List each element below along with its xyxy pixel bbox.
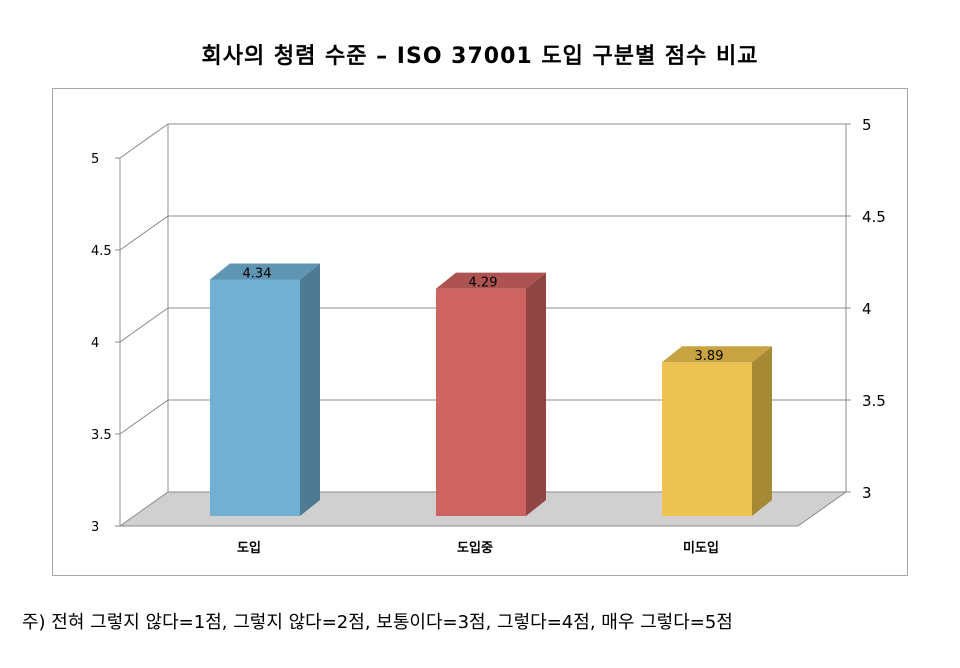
chart-frame xyxy=(52,88,908,576)
gridline xyxy=(119,215,846,251)
y-tick-label: 5 xyxy=(91,152,99,167)
data-label: 4.29 xyxy=(469,276,498,291)
category-label: 미도입 xyxy=(683,540,719,556)
right-tick-label: 4 xyxy=(862,300,872,318)
chart-title: 회사의 청렴 수준 – ISO 37001 도입 구분별 점수 비교 xyxy=(201,44,759,69)
bar-front xyxy=(210,279,300,516)
y-tick-label: 3.5 xyxy=(91,428,112,443)
right-tick-label: 5 xyxy=(862,116,872,134)
category-label: 도입 xyxy=(237,541,261,556)
data-label: 4.34 xyxy=(243,266,272,281)
y-tick-label: 4 xyxy=(91,336,99,351)
data-label: 3.89 xyxy=(695,349,724,364)
bar-top xyxy=(662,346,772,363)
category-label: 도입중 xyxy=(457,541,493,556)
gridline xyxy=(119,307,846,343)
bar-top xyxy=(210,263,320,280)
y-tick-label: 3 xyxy=(91,520,99,535)
scale-note: 주) 전혀 그렇지 않다=1점, 그렇지 않다=2점, 보통이다=3점, 그렇다… xyxy=(22,612,733,633)
bar-side xyxy=(526,272,546,516)
y-tick-label: 4.5 xyxy=(91,244,112,259)
right-tick-label: 3 xyxy=(862,484,872,502)
bar-side xyxy=(752,346,772,516)
right-tick-label: 3.5 xyxy=(862,392,886,410)
gridline xyxy=(119,123,846,159)
bar-top xyxy=(436,272,546,289)
gridline xyxy=(119,399,846,435)
bar-front xyxy=(662,362,752,516)
bar-front xyxy=(436,288,526,516)
bar-side xyxy=(300,263,320,516)
right-tick-label: 4.5 xyxy=(862,208,886,226)
